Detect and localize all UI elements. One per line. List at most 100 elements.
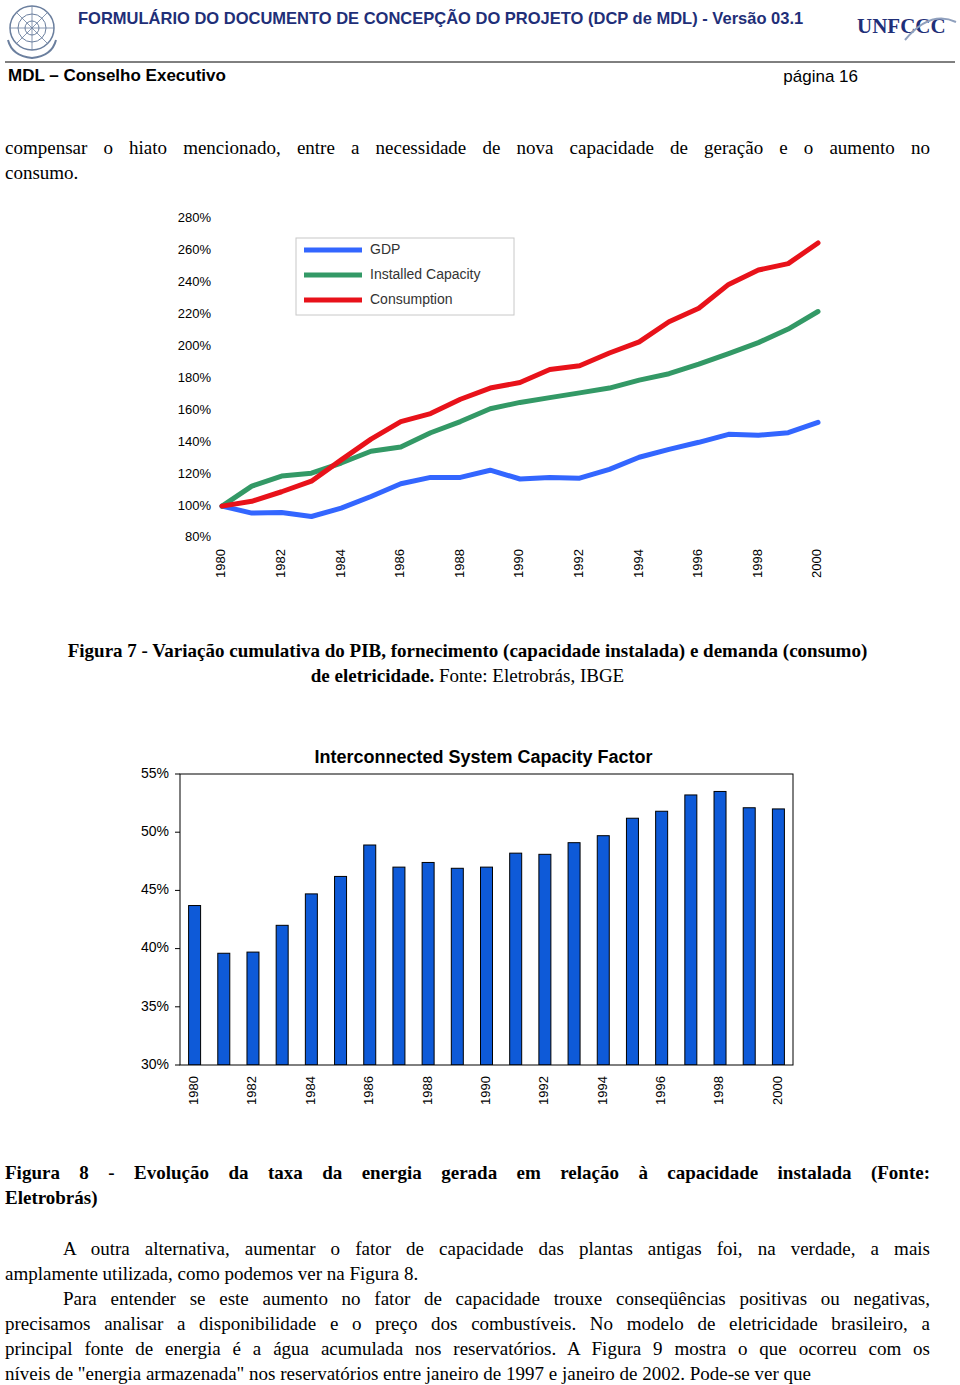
- x-tick-label: 1980: [186, 1076, 201, 1105]
- bar: [364, 845, 376, 1065]
- x-tick-label: 2000: [770, 1076, 785, 1105]
- bar: [305, 894, 317, 1065]
- plot-frame: [180, 774, 793, 1065]
- y-tick-label: 45%: [141, 881, 169, 897]
- figure-caption: Figura 7 - Variação cumulativa do PIB, f…: [5, 638, 930, 663]
- y-tick-label: 200%: [178, 338, 212, 353]
- paragraph-line: consumo.: [5, 160, 930, 185]
- legend-label: Consumption: [370, 291, 453, 307]
- un-emblem: [8, 6, 56, 58]
- y-tick: [175, 1006, 180, 1007]
- logo-swoosh: [905, 19, 956, 40]
- header-title: FORMULÁRIO DO DOCUMENTO DE CONCEPÇÃO DO …: [78, 9, 803, 28]
- bar: [772, 809, 784, 1065]
- bar: [510, 853, 522, 1065]
- x-tick-label: 1998: [750, 549, 765, 578]
- legend-swatch: [304, 298, 362, 303]
- x-tick-label: 1982: [273, 549, 288, 578]
- y-tick-label: 30%: [141, 1056, 169, 1072]
- x-tick-label: 1990: [478, 1076, 493, 1105]
- x-tick-label: 2000: [809, 549, 824, 578]
- chart-title: Interconnected System Capacity Factor: [314, 747, 652, 767]
- y-tick-label: 220%: [178, 306, 212, 321]
- x-tick-label: 1986: [392, 549, 407, 578]
- y-tick-label: 140%: [178, 434, 212, 449]
- x-tick-label: 1988: [452, 549, 467, 578]
- header-rule: [5, 62, 955, 63]
- legend-swatch: [304, 273, 362, 278]
- x-tick-label: 1988: [420, 1076, 435, 1105]
- x-tick-label: 1994: [631, 549, 646, 578]
- figure-caption: de eletricidade. Fonte: Eletrobrás, IBGE: [5, 663, 930, 688]
- legend-swatch: [304, 248, 362, 253]
- bar: [568, 843, 580, 1065]
- bars: [189, 791, 785, 1065]
- x-tick-label: 1990: [511, 549, 526, 578]
- y-tick-label: 35%: [141, 998, 169, 1014]
- legend: GDP Installed Capacity Consumption: [296, 238, 514, 315]
- y-tick-label: 180%: [178, 370, 212, 385]
- page: UNFCCC80%100%120%140%160%180%200%220%240…: [0, 0, 960, 1385]
- x-tick-label: 1984: [333, 549, 348, 578]
- paragraph-line: principal fonte de energia é a água acum…: [5, 1336, 930, 1361]
- y-tick: [175, 774, 180, 775]
- y-tick-label: 240%: [178, 274, 212, 289]
- bar: [218, 953, 230, 1065]
- y-tick-label: 260%: [178, 242, 212, 257]
- x-tick-label: 1994: [595, 1076, 610, 1105]
- x-tick-label: 1984: [303, 1076, 318, 1105]
- bar: [393, 867, 405, 1065]
- page-number: página 16: [783, 67, 858, 87]
- bar: [276, 925, 288, 1065]
- bar: [189, 906, 201, 1065]
- paragraph-line: A outra alternativa, aumentar o fator de…: [63, 1236, 930, 1261]
- bar: [539, 854, 551, 1065]
- legend-label: GDP: [370, 241, 400, 257]
- y-tick: [175, 890, 180, 891]
- paragraph-line: Para entender se este aumento no fator d…: [63, 1286, 930, 1311]
- line-chart: 80%100%120%140%160%180%200%220%240%260%2…: [178, 210, 825, 577]
- y-tick: [175, 1065, 180, 1066]
- x-tick-label: 1996: [653, 1076, 668, 1105]
- figure-caption: Figura 8 - Evolução da taxa da energia g…: [5, 1160, 930, 1185]
- emblem-lines: [10, 6, 54, 50]
- y-tick-label: 50%: [141, 823, 169, 839]
- bar-chart: Interconnected System Capacity Factor 30%…: [141, 747, 793, 1105]
- y-tick-label: 280%: [178, 210, 212, 225]
- figure-caption: de eletricidade.: [311, 665, 434, 686]
- bar: [626, 818, 638, 1065]
- paragraph-line: níveis de "energia armazenada" nos reser…: [5, 1361, 930, 1385]
- bar: [714, 791, 726, 1065]
- x-tick-label: 1996: [690, 549, 705, 578]
- x-tick-label: 1980: [213, 549, 228, 578]
- bar: [422, 862, 434, 1065]
- bar: [451, 868, 463, 1065]
- legend-box: [296, 238, 514, 315]
- figure-caption: Eletrobrás): [5, 1185, 930, 1210]
- series-line: [222, 422, 818, 516]
- section-title: MDL – Conselho Executivo: [8, 66, 226, 86]
- series-line: [222, 312, 818, 507]
- logo-text: UNFCCC: [857, 14, 946, 38]
- x-tick-label: 1986: [361, 1076, 376, 1105]
- x-tick-label: 1992: [536, 1076, 551, 1105]
- x-tick-label: 1982: [244, 1076, 259, 1105]
- x-tick-label: 1998: [711, 1076, 726, 1105]
- y-tick: [175, 948, 180, 949]
- paragraph-line: amplamente utilizada, como podemos ver n…: [5, 1261, 930, 1286]
- y-tick-label: 120%: [178, 466, 212, 481]
- bar: [247, 952, 259, 1065]
- emblem-ring: [10, 6, 54, 50]
- bar: [481, 867, 493, 1065]
- y-tick-label: 100%: [178, 498, 212, 513]
- bar: [685, 795, 697, 1065]
- bar: [597, 836, 609, 1065]
- bar: [335, 876, 347, 1065]
- x-tick-label: 1992: [571, 549, 586, 578]
- legend-label: Installed Capacity: [370, 266, 481, 282]
- paragraph-line: precisamos analisar a disponibilidade e …: [5, 1311, 930, 1336]
- y-tick: [175, 832, 180, 833]
- y-tick-label: 40%: [141, 939, 169, 955]
- y-tick-label: 55%: [141, 765, 169, 781]
- figure-source: Fonte: Eletrobrás, IBGE: [439, 665, 624, 686]
